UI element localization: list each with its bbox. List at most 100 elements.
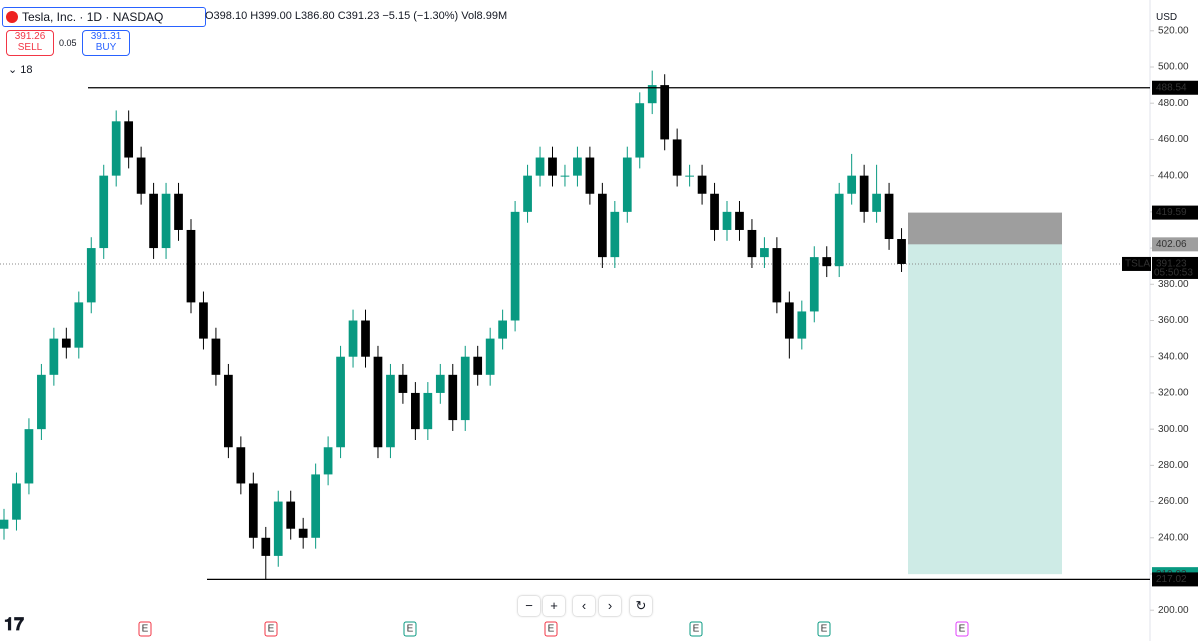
candle-body [435,374,445,393]
candle-body [573,157,582,176]
zoom-in[interactable]: + [543,596,565,616]
symbol-tag-bg [1122,256,1151,271]
candle-body [248,483,258,538]
candle-body [735,211,744,230]
candle-body [86,248,96,303]
candle-body [610,211,620,258]
event-label: E [407,624,414,635]
candle-body [61,338,71,348]
candle-body [747,229,757,258]
candle-body [224,374,233,448]
candle-body [822,257,832,267]
buy-label: BUY [95,42,117,53]
candle-body [211,338,221,375]
event-marker [138,621,152,637]
candle-body [361,320,370,357]
candle-body [298,528,308,538]
line-price-label-bg [1152,572,1198,587]
candle-body [784,302,794,339]
candle-body [834,193,844,267]
y-tick-label: 280.00 [1158,460,1189,471]
y-tick-label: 480.00 [1158,98,1189,109]
sell-label: SELL [17,42,43,53]
candle-body [111,121,121,176]
candle-body [485,338,495,375]
candle-body [136,157,146,194]
event-label: E [268,624,275,635]
line-price-label-bg [1152,80,1198,95]
candle-body [423,392,433,430]
y-tick-label: 260.00 [1158,496,1189,507]
event-label: E [959,624,966,635]
candle-body [760,248,769,258]
candle-body [386,374,395,448]
candle-body [323,447,333,475]
scroll-right[interactable]: › [599,596,621,616]
candle-body [585,157,595,194]
y-tick-label: 320.00 [1158,388,1189,399]
y-tick-label: 520.00 [1158,25,1189,36]
candle-body [473,356,483,375]
candle-body [897,239,906,264]
candle-body [236,447,246,484]
currency[interactable]: USD [1156,12,1178,23]
candle-body [74,302,84,348]
ohlc-text: O398.10 H399.00 L386.80 C391.23 −5.15 (−… [205,10,508,22]
candle-body [884,193,894,240]
candle-body [261,537,271,556]
reset[interactable]: ↻ [630,596,652,616]
candle-body [498,320,507,339]
indicators-count: 18 [20,64,33,76]
zoom-out[interactable]: − [518,596,540,616]
spread: 0.05 [59,38,77,48]
symbol-box[interactable] [2,7,206,27]
candle-body [548,157,557,176]
event-marker [689,621,703,637]
candle-body [12,483,21,520]
candle-body [535,157,545,176]
candle-body [772,248,782,303]
candle-body [597,193,607,258]
candle-body [710,193,719,230]
indicators-toggle[interactable]: ⌄ 18 [8,64,33,76]
event-marker [955,621,969,637]
candle-body [37,374,46,430]
sell-price: 391.26 [14,31,46,42]
candle-body [560,175,570,177]
candle-body [186,229,196,303]
candle-body [672,139,682,176]
event-label: E [693,624,700,635]
entry-price-label: 402.06 [1156,239,1187,250]
candle-body [411,392,420,430]
candle-body [124,121,134,158]
y-tick-label: 380.00 [1158,279,1189,290]
candle-body [635,103,645,158]
candle-body [809,257,819,312]
candle-body [448,374,458,421]
sell-button[interactable]: 391.26 SELL [6,30,54,56]
candle-body [797,311,807,339]
y-tick-label: 440.00 [1158,170,1189,181]
y-tick-label: 200.00 [1158,605,1189,616]
symbol-tag: TSLA [1125,259,1150,270]
buy-button[interactable]: 391.31 BUY [82,30,130,56]
countdown: 05:50:53 [1154,268,1193,279]
entry-price-label-bg [1152,237,1198,252]
symbol-title: Tesla, Inc. · 1D · NASDAQ [22,10,164,24]
scroll-left[interactable]: ‹ [573,596,595,616]
candle-body [24,429,34,484]
candle-body [49,338,59,375]
candle-body [373,356,383,448]
event-marker [403,621,417,637]
target-zone [908,244,1062,575]
event-marker [544,621,558,637]
event-label: E [142,624,149,635]
event-label: E [548,624,555,635]
candle-body [199,302,208,339]
event-label: E [821,624,828,635]
event-marker [264,621,278,637]
stop-price-label-bg [1152,205,1198,220]
event-marker [817,621,831,637]
